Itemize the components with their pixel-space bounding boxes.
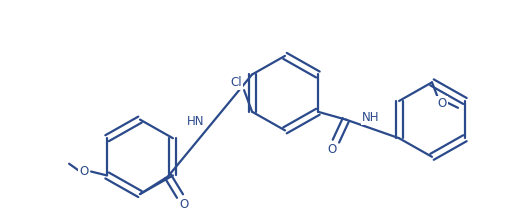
- Text: O: O: [179, 198, 189, 211]
- Text: O: O: [79, 165, 89, 178]
- Text: NH: NH: [362, 111, 379, 124]
- Text: O: O: [438, 97, 447, 110]
- Text: HN: HN: [187, 115, 205, 128]
- Text: Cl: Cl: [230, 76, 242, 89]
- Text: O: O: [327, 144, 337, 156]
